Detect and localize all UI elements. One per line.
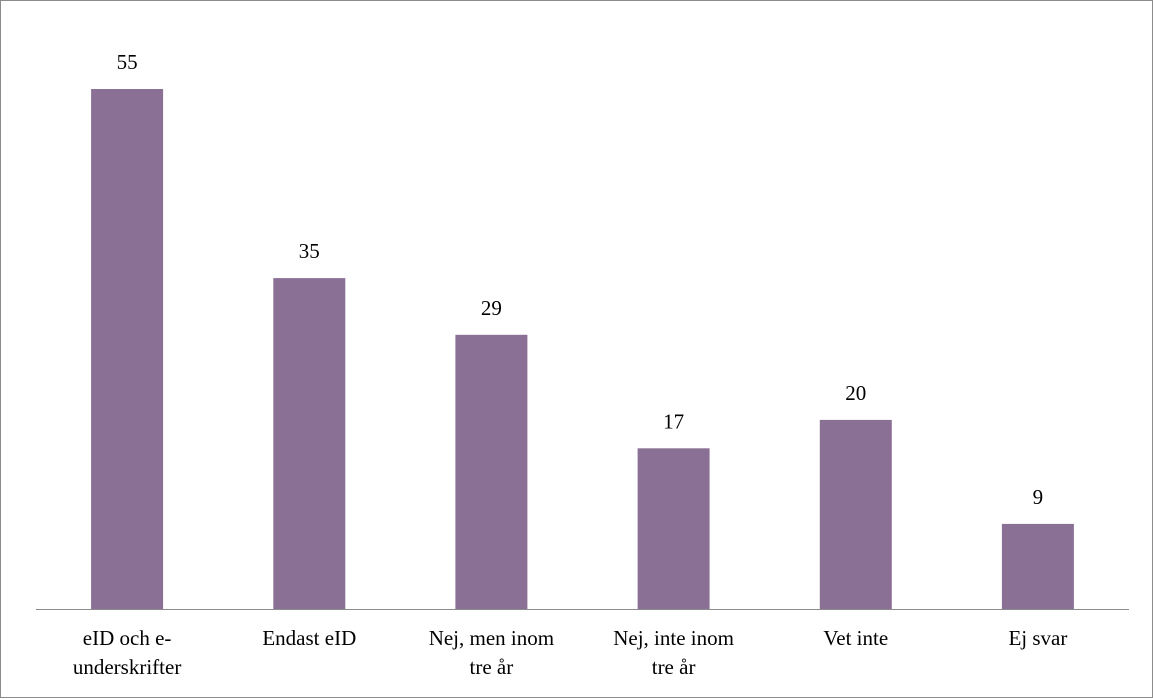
category-label-1: Endast eID <box>262 626 356 650</box>
category-label-0: eID och e-underskrifter <box>73 626 181 679</box>
data-label-1: 35 <box>299 239 320 263</box>
data-label-2: 29 <box>481 296 502 320</box>
category-label-2: Nej, men inom tre år <box>429 626 554 679</box>
category-label-line: Nej, men inom <box>429 626 554 650</box>
category-label-line: Nej, inte inom <box>613 626 734 650</box>
data-labels-group: 55 35 29 17 20 9 <box>117 50 1044 509</box>
category-label-5: Ej svar <box>1008 626 1067 650</box>
category-label-line: eID och e- <box>83 626 172 650</box>
data-label-5: 9 <box>1033 485 1044 509</box>
category-label-3: Nej, inte inom tre år <box>613 626 734 679</box>
category-labels-group: eID och e-underskrifter Endast eID Nej, me… <box>73 626 1067 679</box>
category-label-line: underskrifter <box>73 655 181 679</box>
category-label-line: Ej svar <box>1008 626 1067 650</box>
bar-4 <box>819 419 892 609</box>
data-label-0: 55 <box>117 50 138 74</box>
bar-1 <box>273 278 346 609</box>
bar-5 <box>1001 523 1074 609</box>
category-label-line: tre år <box>470 655 514 679</box>
category-label-4: Vet inte <box>823 626 888 650</box>
bar-3 <box>637 448 710 609</box>
bar-0 <box>91 89 164 609</box>
category-label-line: Endast eID <box>262 626 356 650</box>
bar-2 <box>455 334 528 609</box>
category-label-line: tre år <box>652 655 696 679</box>
data-label-4: 20 <box>845 381 866 405</box>
data-label-3: 17 <box>663 409 684 433</box>
category-label-line: Vet inte <box>823 626 888 650</box>
bars-group <box>91 89 1074 609</box>
